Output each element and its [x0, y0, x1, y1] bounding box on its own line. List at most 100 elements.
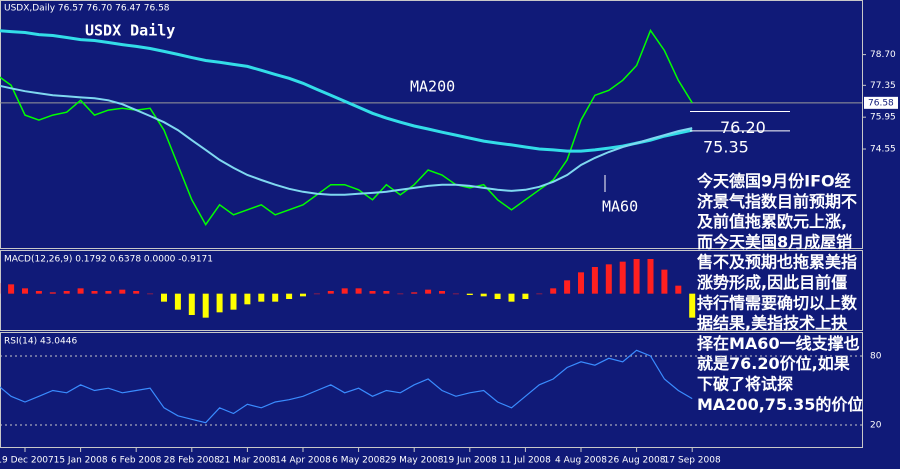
- macd-bar: [355, 288, 362, 294]
- macd-bar: [647, 259, 654, 294]
- x-tick-label: 15 Jan 2008: [54, 456, 108, 466]
- note-line: 及前值拖累欧元上涨,: [697, 212, 847, 231]
- note-line: 济景气指数目前预期不: [697, 192, 857, 211]
- macd-bar: [105, 291, 112, 294]
- macd-bar: [494, 293, 501, 299]
- macd-bar: [49, 292, 56, 294]
- price-panel: [0, 0, 863, 249]
- rsi-panel: [0, 332, 863, 448]
- macd-bar: [619, 261, 626, 294]
- note-line: 据结果,美指技术上抉: [697, 314, 848, 333]
- macd-bar: [174, 293, 181, 310]
- macd-bar: [216, 293, 223, 313]
- x-tick-label: 21 Mar 2008: [219, 456, 276, 466]
- rsi-line: [0, 349, 693, 424]
- macd-bar: [369, 291, 376, 294]
- note-line: 而今天美国8月成屋销: [697, 232, 852, 251]
- macd-bar: [536, 293, 543, 295]
- macd-bar: [591, 267, 598, 294]
- x-tick-label: 29 May 2008: [385, 456, 444, 466]
- macd-bar: [411, 292, 418, 294]
- macd-bar: [202, 293, 209, 318]
- macd-bar: [550, 288, 557, 294]
- level-label: 76.20: [720, 118, 766, 137]
- x-tick-label: 26 Aug 2008: [608, 456, 666, 466]
- macd-bar: [633, 259, 640, 294]
- macd-bar: [689, 293, 696, 318]
- macd-bar: [675, 285, 682, 294]
- macd-bar: [661, 269, 668, 294]
- x-tick-label: 28 Feb 2008: [164, 456, 220, 466]
- macd-bar: [383, 291, 390, 294]
- macd-title: MACD(12,26,9) 0.1792 0.6378 0.0000 -0.91…: [4, 255, 213, 265]
- macd-bar: [188, 293, 195, 315]
- last-price-label: 76.58: [868, 98, 894, 108]
- price-line: [0, 28, 693, 227]
- ma-line: [0, 84, 693, 196]
- note-line: 涨势形成,因此目前僵: [697, 273, 847, 292]
- x-tick-label: 19 Jun 2008: [443, 456, 497, 466]
- note-line: 今天德国9月份IFO经: [696, 172, 851, 191]
- macd-bar: [63, 291, 70, 294]
- note-line: MA200,75.35的价位: [697, 395, 863, 414]
- ma-line: [0, 29, 693, 153]
- x-tick-label: 6 May 2008: [332, 456, 385, 466]
- ma60-label: MA60: [602, 198, 638, 216]
- macd-bar: [230, 293, 237, 310]
- y-tick-label: 74.55: [870, 145, 896, 155]
- level-label: 75.35: [703, 137, 749, 156]
- x-tick-label: 17 Sep 2008: [664, 456, 721, 466]
- macd-bar: [327, 291, 334, 294]
- macd-bar: [258, 293, 265, 302]
- macd-bar: [161, 293, 167, 302]
- chart-subtitle: USDX,Daily 76.57 76.70 76.47 76.58: [4, 4, 170, 14]
- note-line: 择在MA60一线支撑也: [697, 334, 860, 353]
- macd-bar: [439, 291, 445, 294]
- macd-bar: [466, 293, 473, 295]
- macd-bar: [91, 291, 98, 294]
- macd-bar: [341, 288, 348, 294]
- macd-panel: [0, 250, 863, 331]
- macd-bar: [272, 293, 279, 302]
- macd-bar: [508, 293, 515, 302]
- y-tick-label: 75.95: [870, 113, 896, 123]
- note-line: 就是76.20价位,如果: [697, 354, 850, 373]
- macd-bar: [77, 288, 84, 294]
- x-tick-label: 4 Aug 2008: [555, 456, 607, 466]
- y-tick-label: 77.35: [870, 81, 896, 91]
- macd-bar: [425, 289, 432, 294]
- x-tick-label: 14 Apr 2008: [275, 456, 331, 466]
- macd-bar: [244, 293, 251, 305]
- chart-title: USDX Daily: [85, 22, 175, 40]
- macd-bar: [564, 280, 571, 294]
- macd-bar: [397, 293, 404, 295]
- macd-bar: [452, 293, 459, 295]
- macd-bar: [22, 288, 28, 294]
- macd-bar: [147, 293, 154, 295]
- note-line: 持行情需要确切以上数: [697, 293, 858, 312]
- macd-bar: [578, 272, 584, 294]
- x-tick-label: 6 Feb 2008: [111, 456, 162, 466]
- macd-bar: [35, 291, 42, 294]
- note-line: 下破了将试探: [697, 375, 793, 394]
- macd-bar: [313, 293, 320, 295]
- macd-bar: [480, 293, 487, 297]
- y-tick-label: 20: [870, 421, 882, 431]
- last-price-box: [864, 96, 898, 109]
- x-tick-label: 19 Dec 2007: [0, 456, 54, 466]
- macd-bar: [300, 293, 306, 297]
- x-tick-label: 11 Jul 2008: [500, 456, 551, 466]
- macd-bar: [605, 264, 612, 294]
- note-line: 售不及预期也拖累美指: [697, 253, 857, 272]
- macd-bar: [133, 291, 140, 294]
- macd-bar: [8, 284, 15, 294]
- macd-bar: [119, 289, 126, 294]
- ma200-label: MA200: [410, 78, 455, 96]
- y-tick-label: 78.70: [870, 50, 896, 60]
- macd-bar: [522, 293, 529, 299]
- y-tick-label: 80: [870, 352, 882, 362]
- rsi-title: RSI(14) 43.0446: [4, 337, 77, 347]
